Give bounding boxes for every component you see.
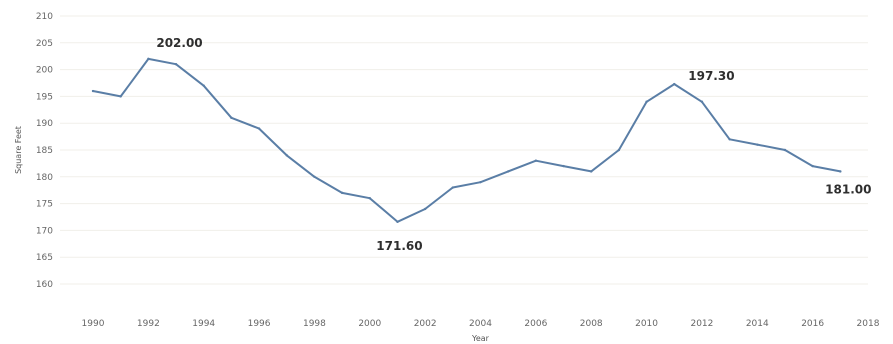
x-tick-label: 2006 xyxy=(524,319,547,329)
y-tick-label: 210 xyxy=(36,12,53,22)
x-axis-title: Year xyxy=(471,334,490,343)
y-tick-label: 190 xyxy=(36,119,53,129)
data-point xyxy=(700,100,704,103)
data-point xyxy=(562,164,565,168)
x-tick-label: 1996 xyxy=(248,319,271,329)
data-point xyxy=(839,170,842,173)
data-point xyxy=(313,175,316,178)
data-point xyxy=(451,186,455,189)
data-point xyxy=(285,154,288,157)
data-point xyxy=(202,84,205,87)
x-tick-label: 1990 xyxy=(82,319,105,329)
data-point xyxy=(147,57,150,61)
data-point xyxy=(506,170,510,173)
data-label: 202.00 xyxy=(156,36,202,50)
data-point xyxy=(91,89,95,93)
y-tick-label: 200 xyxy=(36,66,53,76)
x-tick-label: 2018 xyxy=(857,319,880,329)
data-label: 181.00 xyxy=(825,182,871,196)
x-tick-label: 1992 xyxy=(137,319,160,329)
data-point xyxy=(119,95,122,98)
y-tick-label: 195 xyxy=(36,92,53,102)
data-point xyxy=(673,82,676,86)
data-point xyxy=(811,164,814,168)
y-tick-label: 180 xyxy=(36,173,53,183)
x-tick-label: 2004 xyxy=(469,319,492,329)
data-point xyxy=(230,116,233,120)
data-point xyxy=(617,148,621,152)
x-tick-label: 2008 xyxy=(580,319,603,329)
data-point xyxy=(257,127,261,130)
data-point xyxy=(396,220,399,224)
y-axis: 160 165 170 175 180 185 190 195 200 205 210 xyxy=(36,12,53,290)
data-point xyxy=(645,100,648,103)
grid-layer xyxy=(60,15,868,285)
y-tick-label: 205 xyxy=(36,39,53,49)
data-points xyxy=(91,57,842,224)
y-axis-title: Square Feet xyxy=(14,126,23,174)
y-tick-label: 175 xyxy=(36,200,53,210)
data-point xyxy=(174,63,178,66)
data-point xyxy=(783,148,787,152)
x-tick-label: 2002 xyxy=(414,319,437,329)
y-tick-label: 170 xyxy=(36,226,53,236)
data-point xyxy=(368,197,371,200)
data-point xyxy=(728,138,731,141)
y-tick-label: 160 xyxy=(36,280,53,290)
data-point xyxy=(756,143,759,146)
y-tick-label: 185 xyxy=(36,146,53,156)
data-point xyxy=(340,191,344,195)
data-label: 197.30 xyxy=(688,69,734,83)
x-axis: 1990 1992 1994 1996 1998 2000 2002 2004 2006 2008… xyxy=(82,319,880,329)
x-tick-label: 1998 xyxy=(303,319,326,329)
x-tick-label: 1994 xyxy=(192,319,215,329)
x-tick-label: 2010 xyxy=(635,319,658,329)
data-point xyxy=(534,159,538,162)
data-labels: 202.00 171.60 197.30 181.00 xyxy=(156,36,871,253)
x-tick-label: 2000 xyxy=(358,319,381,329)
series-line xyxy=(92,57,842,223)
x-tick-label: 2016 xyxy=(801,319,824,329)
data-point xyxy=(423,207,427,211)
data-point xyxy=(590,170,593,173)
data-point xyxy=(479,180,482,184)
data-label: 171.60 xyxy=(376,239,422,253)
x-tick-label: 2014 xyxy=(746,319,769,329)
y-tick-label: 165 xyxy=(36,253,53,263)
x-tick-label: 2012 xyxy=(690,319,713,329)
